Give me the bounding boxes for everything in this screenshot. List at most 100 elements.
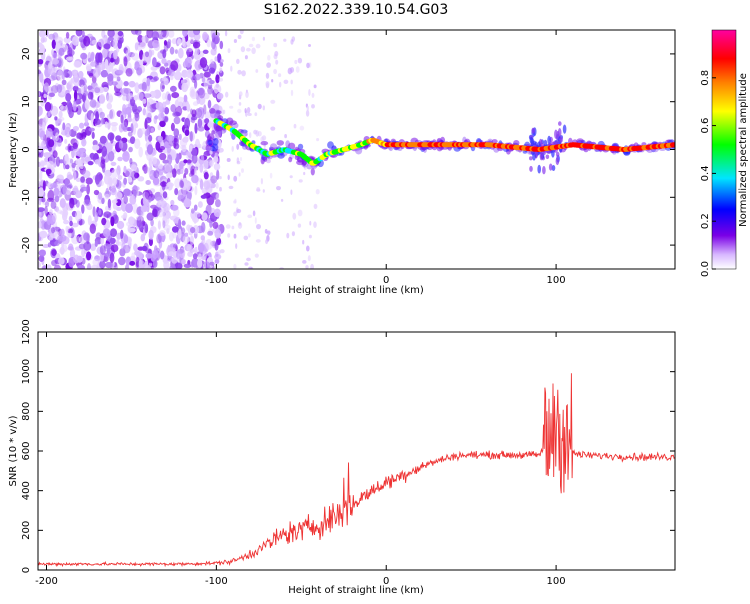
spectrogram-noise-blob <box>241 168 244 173</box>
spectrogram-noise-blob <box>144 223 149 234</box>
spectrogram-noise-blob <box>225 91 229 98</box>
spectrogram-noise-blob <box>52 212 57 223</box>
spectrogram-noise-blob <box>140 205 149 213</box>
spectrogram-disturbance <box>545 154 550 160</box>
spectrogram-noise-blob <box>58 47 65 56</box>
spectrogram-noise-blob <box>307 255 311 262</box>
snr-xtick-label: -200 <box>35 576 58 587</box>
spectrogram-disturbance <box>555 157 560 166</box>
spectrogram-noise-blob <box>185 151 191 156</box>
spectrogram-noise-blob <box>105 205 109 211</box>
spectrogram-noise-blob <box>148 134 153 142</box>
spectrogram-noise-blob <box>104 58 109 70</box>
spectrogram-noise-blob <box>100 236 104 245</box>
spectrogram-ridge-halo <box>327 141 334 149</box>
spectrogram-noise-blob <box>310 263 314 269</box>
spectrogram-ridge-halo <box>215 125 223 132</box>
spectrogram-noise-blob <box>308 234 312 239</box>
spectrogram-noise-blob <box>87 215 92 226</box>
spectrogram-noise-blob <box>80 52 88 60</box>
spectrogram-disturbance <box>543 139 548 147</box>
spectrogram-noise-blob <box>48 92 55 98</box>
spectrogram-noise-blob <box>215 199 221 208</box>
snr-ytick-label: 400 <box>21 481 32 500</box>
spectrogram-noise-blob <box>66 56 74 61</box>
spectrogram-noise-blob <box>159 120 166 128</box>
spectrogram-noise-blob <box>60 246 65 255</box>
spectrogram-noise-blob <box>134 42 139 51</box>
spectrogram-noise-blob <box>73 254 80 264</box>
spectrogram-noise-blob <box>44 114 49 123</box>
spectrogram-noise-blob <box>313 203 318 210</box>
spectrogram-noise-blob <box>130 30 139 35</box>
spectrogram-noise-blob <box>73 71 78 78</box>
spectrogram-noise-blob <box>148 49 153 58</box>
spectrogram-noise-blob <box>236 143 240 150</box>
spectrogram-noise-blob <box>197 126 205 132</box>
spectrogram-noise-blob <box>201 250 208 260</box>
spectrogram-noise-blob <box>174 49 178 54</box>
spectrogram-noise-blob <box>92 144 100 151</box>
spectrogram-noise-blob <box>125 68 133 77</box>
spectrogram-noise-blob <box>159 146 166 151</box>
spectrogram-noise-blob <box>134 138 141 150</box>
spectrogram-noise-blob <box>106 247 111 255</box>
spectrogram-noise-blob <box>156 233 162 244</box>
spectrogram-noise-blob <box>186 69 193 79</box>
spectrogram-noise-blob <box>161 77 168 82</box>
spectrogram-noise-blob <box>131 252 136 261</box>
spectrogram-noise-blob <box>241 70 246 77</box>
spectrogram-disturbance <box>551 148 555 158</box>
spectrogram-noise-blob <box>194 211 201 218</box>
spectrogram-noise-blob <box>55 156 61 167</box>
spectrogram-noise-blob <box>65 31 70 39</box>
spectrogram-noise-blob <box>115 191 123 200</box>
spectrogram-noise-blob <box>133 243 138 252</box>
spectrogram-noise-blob <box>80 186 88 192</box>
spectrogram-noise-blob <box>87 91 94 100</box>
spectrogram-noise-blob <box>67 143 72 153</box>
spectrogram-noise-blob <box>203 71 211 78</box>
spectrogram-noise-blob <box>262 189 265 193</box>
spectrogram-noise-blob <box>141 245 148 252</box>
spectrogram-noise-blob <box>106 102 113 110</box>
spectrogram-disturbance <box>529 136 534 144</box>
spectrogram-noise-blob <box>48 33 56 40</box>
spectrogram-noise-blob <box>189 145 193 152</box>
spectrogram-noise-blob <box>101 117 105 125</box>
spectrogram-noise-blob <box>82 170 91 179</box>
spectrogram-noise-blob <box>257 103 262 110</box>
spectrogram-noise-blob <box>45 128 53 138</box>
spectrogram-noise-blob <box>256 187 261 192</box>
spectrogram-noise-blob <box>278 73 282 78</box>
spectrogram-noise-blob <box>66 99 72 109</box>
spectrogram-noise-blob <box>260 178 263 185</box>
spectrogram-noise-blob <box>295 66 300 73</box>
spectrogram-noise-blob <box>224 30 228 37</box>
spectrogram-noise-blob <box>248 233 251 238</box>
spectrogram-noise-blob <box>233 200 237 204</box>
spectrogram-noise-blob <box>53 187 60 197</box>
spectrogram-noise-blob <box>38 70 42 75</box>
spectrogram-noise-blob <box>121 121 128 131</box>
spectrogram-noise-blob <box>107 36 114 41</box>
spectrogram-disturbance <box>529 165 533 172</box>
spectrogram-noise-blob <box>57 69 63 81</box>
spectrogram-noise-blob <box>116 220 125 230</box>
spectrogram-noise-blob <box>78 70 84 79</box>
spectrogram-noise-blob <box>233 211 238 217</box>
spectrogram-noise-blob <box>213 208 221 218</box>
spectrogram-noise-blob <box>55 36 64 45</box>
spectrogram-noise-blob <box>88 72 94 78</box>
spectrogram-disturbance <box>559 136 563 143</box>
spectrogram-noise-blob <box>164 107 170 115</box>
spectrogram-noise-blob <box>257 131 262 137</box>
spectrogram-noise-blob <box>92 140 98 146</box>
spectrogram-disturbance <box>539 151 544 161</box>
spectrogram-noise-blob <box>184 167 189 175</box>
spectrogram-noise-blob <box>100 69 109 78</box>
spectrogram-noise-blob <box>89 223 97 234</box>
spectrogram-noise-blob <box>247 113 252 116</box>
spectrogram-noise-blob <box>205 239 213 250</box>
spectrogram-noise-blob <box>194 47 200 55</box>
